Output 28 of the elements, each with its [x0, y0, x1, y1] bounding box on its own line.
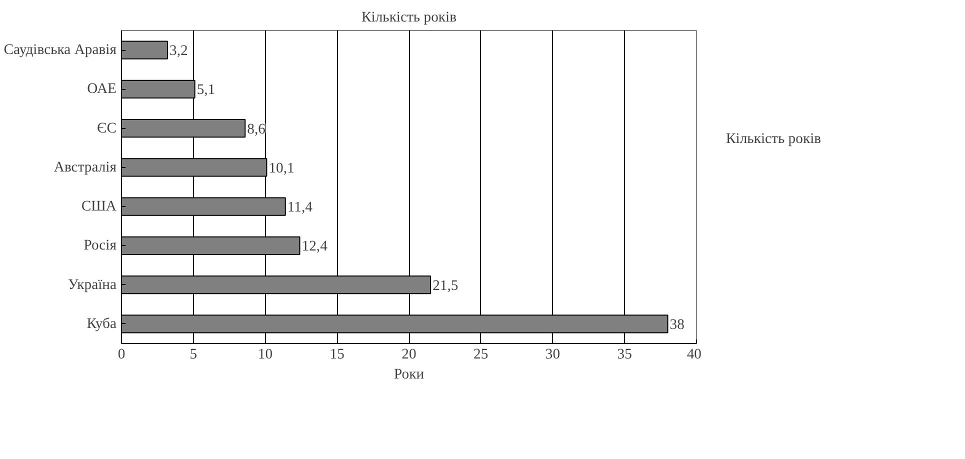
x-tick-label: 5: [190, 346, 198, 362]
y-tick-label: Україна: [68, 276, 117, 293]
x-tick-label: 15: [330, 346, 344, 362]
chart-title: Кількість років: [361, 10, 457, 26]
data-label: 21,5: [432, 278, 458, 294]
y-tick-label: США: [81, 198, 117, 215]
data-label: 8,6: [247, 121, 266, 138]
y-tick-label: Куба: [86, 316, 117, 332]
data-label: 10,1: [268, 160, 294, 176]
x-tick-label: 20: [402, 346, 416, 362]
data-label: 5,1: [196, 82, 216, 98]
y-tick-label: Росія: [84, 238, 117, 254]
x-axis-title: Роки: [394, 366, 424, 382]
x-tick-label: 40: [686, 346, 702, 362]
y-tick-label: ОАЕ: [87, 81, 117, 98]
x-tick-label: 25: [474, 346, 488, 362]
data-label: 3,2: [170, 43, 188, 60]
x-tick-label: 30: [545, 346, 560, 362]
x-tick-label: 0: [118, 346, 126, 362]
x-tick-label: 35: [617, 346, 632, 362]
text: Кількість років: [726, 131, 822, 148]
y-tick-label: ЄС: [97, 120, 116, 136]
y-tick-label: Австралія: [54, 159, 117, 176]
data-label: 11,4: [287, 200, 314, 216]
y-tick-label: Саудівська Аравія: [4, 42, 117, 58]
x-tick-label: 10: [258, 346, 273, 362]
data-label: 12,4: [302, 238, 328, 255]
data-label: 38: [670, 316, 684, 333]
